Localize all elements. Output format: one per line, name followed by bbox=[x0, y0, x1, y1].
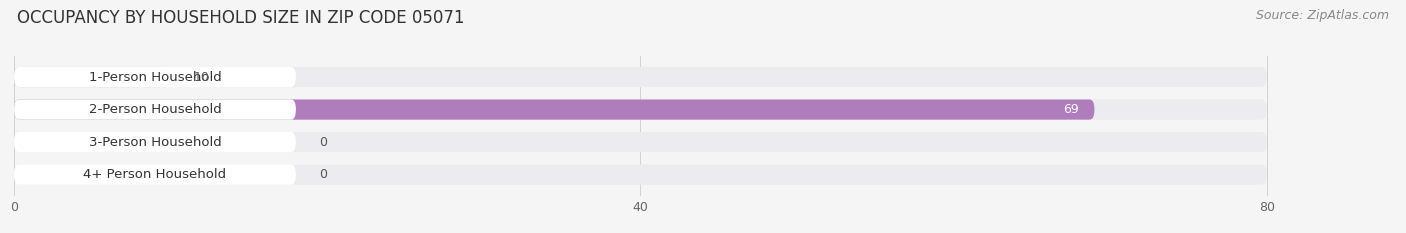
FancyBboxPatch shape bbox=[14, 132, 1267, 152]
Text: 4+ Person Household: 4+ Person Household bbox=[83, 168, 226, 181]
FancyBboxPatch shape bbox=[14, 99, 1267, 120]
Text: OCCUPANCY BY HOUSEHOLD SIZE IN ZIP CODE 05071: OCCUPANCY BY HOUSEHOLD SIZE IN ZIP CODE … bbox=[17, 9, 464, 27]
Text: 3-Person Household: 3-Person Household bbox=[89, 136, 221, 149]
Text: 0: 0 bbox=[319, 168, 328, 181]
Text: 10: 10 bbox=[194, 71, 209, 84]
FancyBboxPatch shape bbox=[14, 99, 1094, 120]
Text: 0: 0 bbox=[319, 136, 328, 149]
Text: 2-Person Household: 2-Person Household bbox=[89, 103, 221, 116]
FancyBboxPatch shape bbox=[14, 99, 295, 120]
FancyBboxPatch shape bbox=[14, 164, 1267, 185]
FancyBboxPatch shape bbox=[14, 67, 295, 87]
FancyBboxPatch shape bbox=[14, 67, 170, 87]
Text: 1-Person Household: 1-Person Household bbox=[89, 71, 221, 84]
Text: 69: 69 bbox=[1063, 103, 1078, 116]
Text: Source: ZipAtlas.com: Source: ZipAtlas.com bbox=[1256, 9, 1389, 22]
FancyBboxPatch shape bbox=[14, 164, 295, 185]
FancyBboxPatch shape bbox=[14, 132, 295, 152]
FancyBboxPatch shape bbox=[14, 67, 1267, 87]
